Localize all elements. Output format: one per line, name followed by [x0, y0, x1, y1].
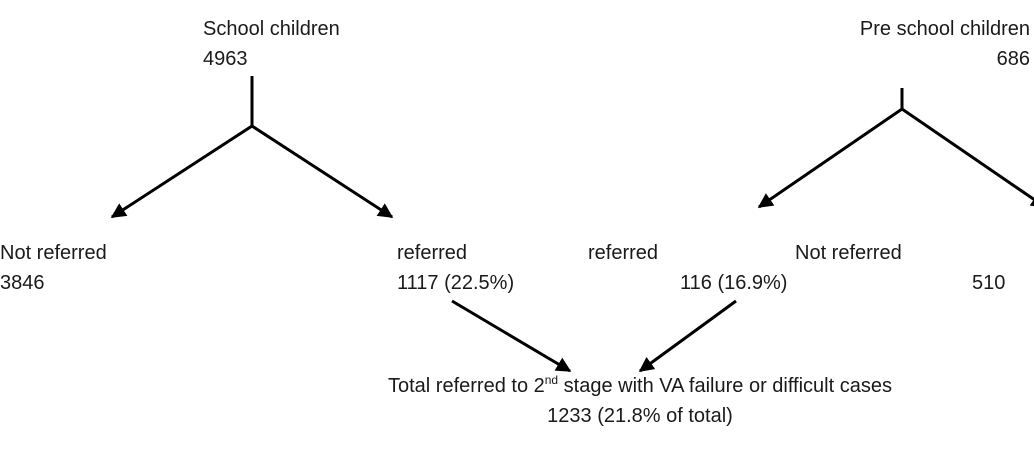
- arrow: [251, 124, 394, 219]
- arrow: [638, 299, 737, 373]
- node-count: 116 (16.9%): [680, 272, 787, 294]
- node-count: 4963: [203, 48, 248, 70]
- arrow: [110, 124, 253, 219]
- node-label: Pre school children: [860, 18, 1030, 40]
- text-part: stage with VA failure or difficult cases: [558, 375, 892, 397]
- node-count: 686: [997, 48, 1030, 70]
- arrow: [901, 107, 1034, 208]
- node-label: School children: [203, 18, 340, 40]
- arrow: [451, 299, 572, 373]
- node-label: Not referred: [795, 242, 902, 264]
- text-part: Total referred to 2: [388, 375, 545, 397]
- node-count: 510: [972, 272, 1005, 294]
- total-count: 1233 (21.8% of total): [547, 405, 733, 427]
- node-label: referred: [397, 242, 467, 264]
- node-label: referred: [588, 242, 658, 264]
- arrow: [757, 107, 903, 209]
- total-label: Total referred to 2nd stage with VA fail…: [388, 373, 892, 397]
- superscript: nd: [545, 373, 558, 387]
- node-count: 3846: [0, 272, 45, 294]
- node-count: 1117 (22.5%): [397, 272, 514, 294]
- node-label: Not referred: [0, 242, 107, 264]
